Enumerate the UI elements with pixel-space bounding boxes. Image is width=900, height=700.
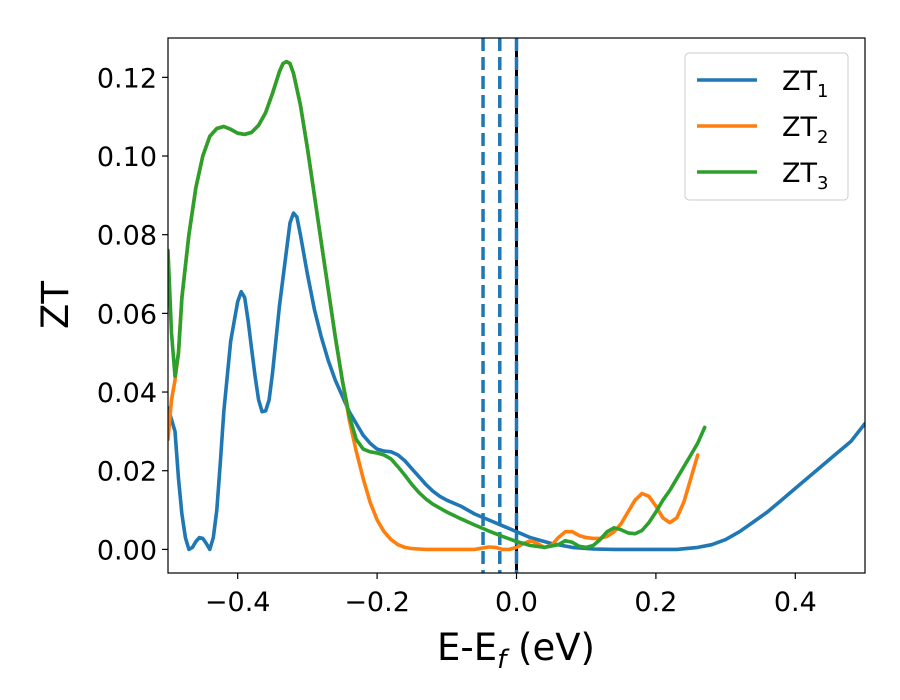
x-axis-label: E-Ef (eV)	[437, 626, 595, 675]
x-tick-label: −0.4	[205, 587, 271, 618]
legend-label: ZT2	[782, 112, 828, 148]
series-lines	[168, 59, 865, 552]
y-axis-ticks: 0.00 0.02 0.04 0.06 0.08 0.10 0.12	[97, 63, 168, 566]
y-tick-label: 0.06	[97, 299, 157, 330]
reference-lines	[481, 38, 519, 573]
y-tick-label: 0.08	[97, 221, 157, 252]
y-tick-label: 0.10	[97, 142, 157, 173]
y-tick-label: 0.02	[97, 457, 157, 488]
legend-frame	[684, 52, 849, 201]
legend-label: ZT3	[782, 158, 828, 194]
x-tick-label: −0.2	[344, 587, 410, 618]
y-axis-label: ZT	[34, 281, 77, 329]
x-axis-ticks: −0.4 −0.2 0.0 0.2 0.4	[205, 573, 817, 618]
y-tick-label: 0.00	[97, 535, 157, 566]
x-tick-label: 0.2	[634, 587, 677, 618]
x-tick-label: 0.4	[774, 587, 817, 618]
legend-label: ZT1	[782, 66, 828, 102]
legend: ZT1 ZT2 ZT3	[684, 52, 849, 201]
x-tick-label: 0.0	[495, 587, 538, 618]
y-tick-label: 0.12	[97, 63, 157, 94]
y-tick-label: 0.04	[97, 378, 157, 409]
series-line-zt3	[168, 59, 707, 550]
